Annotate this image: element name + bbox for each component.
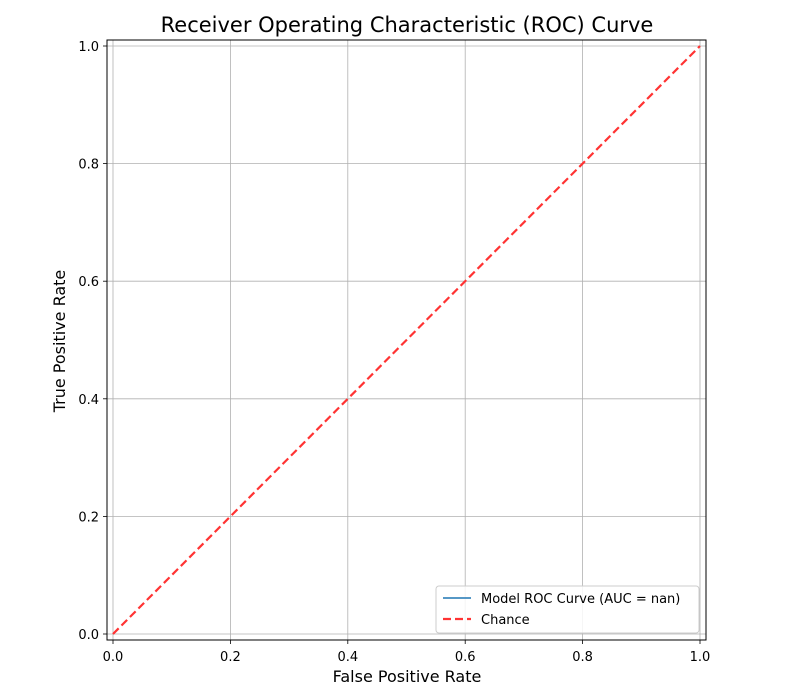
x-axis-label: False Positive Rate <box>333 667 482 686</box>
chart-title: Receiver Operating Characteristic (ROC) … <box>161 13 654 37</box>
ticks: 0.0 0.2 0.4 0.6 0.8 1.0 0.0 0.2 0.4 0.6 0.8 1.0 <box>78 40 710 665</box>
y-tick-label: 0.0 <box>78 628 99 643</box>
x-tick-label: 0.8 <box>572 650 593 665</box>
y-tick-label: 0.4 <box>78 393 99 408</box>
y-tick-label: 1.0 <box>78 40 99 55</box>
series-line-chance <box>112 45 701 635</box>
legend-box <box>435 585 700 634</box>
legend: Model ROC Curve (AUC = nan) Chance <box>435 585 700 634</box>
y-tick-label: 0.8 <box>78 158 99 173</box>
x-tick-label: 0.2 <box>220 650 241 665</box>
legend-label: Model ROC Curve (AUC = nan) <box>481 592 680 607</box>
series <box>112 45 701 635</box>
plot-frame <box>106 39 707 641</box>
y-tick-label: 0.2 <box>78 510 99 525</box>
x-tick-label: 1.0 <box>690 650 711 665</box>
x-tick-label: 0.6 <box>455 650 476 665</box>
x-tick-label: 0.4 <box>337 650 358 665</box>
x-tick-label: 0.0 <box>103 650 124 665</box>
y-axis-label: True Positive Rate <box>50 270 69 414</box>
grid <box>107 40 706 640</box>
y-tick-label: 0.6 <box>78 275 99 290</box>
legend-label: Chance <box>481 613 530 628</box>
